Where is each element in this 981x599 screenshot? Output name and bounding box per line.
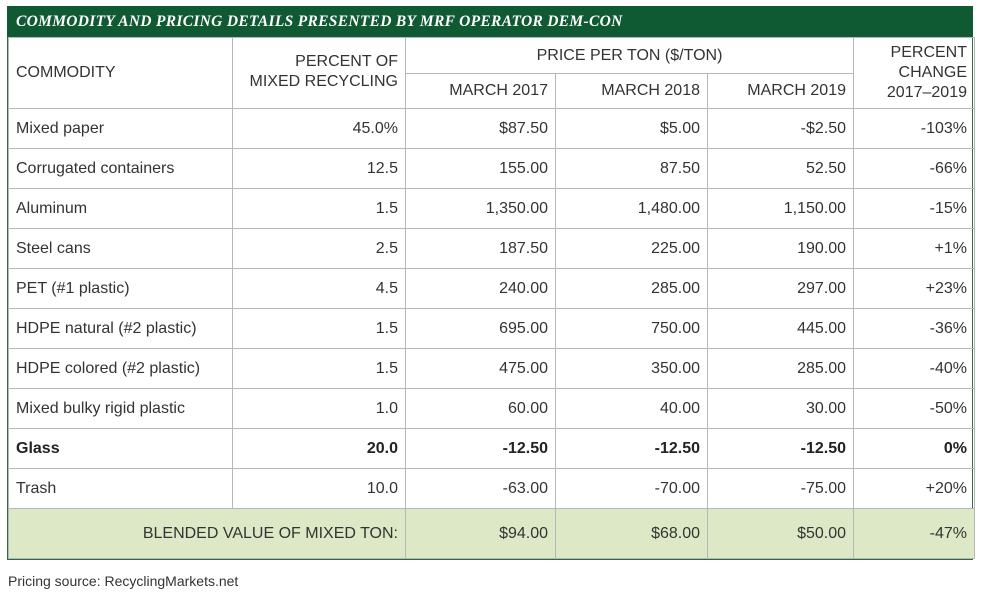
table-row: HDPE colored (#2 plastic) 1.5 475.00 350… [8, 348, 975, 389]
cell-march-2017: 155.00 [405, 148, 556, 189]
cell-commodity: Aluminum [8, 188, 233, 229]
header-percent-mixed-line1: PERCENT OF [295, 53, 398, 70]
cell-change: -40% [853, 348, 975, 389]
cell-change: -66% [853, 148, 975, 189]
table-title: COMMODITY AND PRICING DETAILS PRESENTED … [7, 6, 973, 37]
cell-change: 0% [853, 428, 975, 469]
cell-percent: 10.0 [232, 468, 406, 509]
table-row: PET (#1 plastic) 4.5 240.00 285.00 297.0… [8, 268, 975, 309]
blended-march-2019: $50.00 [707, 508, 854, 559]
header-percent-change: PERCENT CHANGE 2017–2019 [853, 37, 975, 109]
table-row: Mixed bulky rigid plastic 1.0 60.00 40.0… [8, 388, 975, 429]
cell-march-2018: 225.00 [555, 228, 708, 269]
cell-march-2018: -70.00 [555, 468, 708, 509]
table-row: Corrugated containers 12.5 155.00 87.50 … [8, 148, 975, 189]
cell-commodity: HDPE colored (#2 plastic) [8, 348, 233, 389]
cell-march-2017: 187.50 [405, 228, 556, 269]
cell-change: -15% [853, 188, 975, 229]
header-row-2: MARCH 2017 MARCH 2018 MARCH 2019 [9, 73, 975, 109]
cell-march-2017: $87.50 [405, 108, 556, 149]
cell-commodity: Corrugated containers [8, 148, 233, 189]
cell-march-2019: -12.50 [707, 428, 854, 469]
commodity-table-panel: COMMODITY AND PRICING DETAILS PRESENTED … [7, 6, 975, 560]
table-row: Steel cans 2.5 187.50 225.00 190.00 +1% [8, 228, 975, 269]
cell-march-2018: 87.50 [555, 148, 708, 189]
cell-march-2019: 285.00 [707, 348, 854, 389]
cell-march-2019: 190.00 [707, 228, 854, 269]
cell-change: -50% [853, 388, 975, 429]
cell-march-2018: 40.00 [555, 388, 708, 429]
cell-percent: 2.5 [232, 228, 406, 269]
header-march-2019: MARCH 2019 [707, 73, 854, 109]
header-percent-change-line2: CHANGE [898, 64, 967, 81]
cell-percent: 12.5 [232, 148, 406, 189]
cell-change: +23% [853, 268, 975, 309]
cell-percent: 1.5 [232, 188, 406, 229]
blended-value-row: BLENDED VALUE OF MIXED TON: $94.00 $68.0… [8, 508, 975, 559]
cell-percent: 45.0% [232, 108, 406, 149]
blended-change: -47% [853, 508, 975, 559]
pricing-source-note: Pricing source: RecyclingMarkets.net [8, 573, 239, 589]
cell-march-2019: -$2.50 [707, 108, 854, 149]
cell-march-2017: 1,350.00 [405, 188, 556, 229]
header-march-2018: MARCH 2018 [555, 73, 708, 109]
cell-march-2017: -12.50 [405, 428, 556, 469]
header-percent-mixed-line2: MIXED RECYCLING [249, 73, 398, 90]
blended-march-2018: $68.00 [555, 508, 708, 559]
table-wrapper: COMMODITY PERCENT OF MIXED RECYCLING PRI… [7, 37, 975, 560]
cell-march-2019: 52.50 [707, 148, 854, 189]
cell-commodity: Glass [8, 428, 233, 469]
cell-commodity: Mixed bulky rigid plastic [8, 388, 233, 429]
table-row: Aluminum 1.5 1,350.00 1,480.00 1,150.00 … [8, 188, 975, 229]
cell-march-2018: 350.00 [555, 348, 708, 389]
header-percent-change-line1: PERCENT [890, 44, 967, 61]
header-percent-change-line3: 2017–2019 [886, 84, 967, 101]
header-row-1: COMMODITY PERCENT OF MIXED RECYCLING PRI… [8, 37, 975, 109]
cell-march-2019: 297.00 [707, 268, 854, 309]
cell-march-2018: 750.00 [555, 308, 708, 349]
cell-change: +1% [853, 228, 975, 269]
cell-percent: 4.5 [232, 268, 406, 309]
table-row: HDPE natural (#2 plastic) 1.5 695.00 750… [8, 308, 975, 349]
cell-march-2018: $5.00 [555, 108, 708, 149]
header-march-2017: MARCH 2017 [405, 73, 556, 109]
blended-label: BLENDED VALUE OF MIXED TON: [8, 508, 406, 559]
cell-march-2017: 695.00 [405, 308, 556, 349]
cell-march-2017: 60.00 [405, 388, 556, 429]
cell-percent: 20.0 [232, 428, 406, 469]
cell-march-2018: 285.00 [555, 268, 708, 309]
cell-march-2017: -63.00 [405, 468, 556, 509]
blended-march-2017: $94.00 [405, 508, 556, 559]
table-row: Trash 10.0 -63.00 -70.00 -75.00 +20% [8, 468, 975, 509]
table-row: Mixed paper 45.0% $87.50 $5.00 -$2.50 -1… [8, 108, 975, 149]
cell-change: +20% [853, 468, 975, 509]
cell-percent: 1.5 [232, 348, 406, 389]
header-commodity: COMMODITY [8, 37, 233, 109]
cell-march-2019: 1,150.00 [707, 188, 854, 229]
cell-commodity: HDPE natural (#2 plastic) [8, 308, 233, 349]
commodity-pricing-table: COMMODITY PERCENT OF MIXED RECYCLING PRI… [8, 37, 975, 559]
cell-percent: 1.0 [232, 388, 406, 429]
cell-march-2017: 240.00 [405, 268, 556, 309]
header-percent-mixed: PERCENT OF MIXED RECYCLING [232, 37, 406, 109]
table-row-glass: Glass 20.0 -12.50 -12.50 -12.50 0% [8, 428, 975, 469]
header-price-per-ton: PRICE PER TON ($/TON) [405, 37, 854, 74]
cell-commodity: Trash [8, 468, 233, 509]
cell-march-2017: 475.00 [405, 348, 556, 389]
cell-commodity: Steel cans [8, 228, 233, 269]
cell-march-2019: -75.00 [707, 468, 854, 509]
cell-march-2019: 445.00 [707, 308, 854, 349]
cell-percent: 1.5 [232, 308, 406, 349]
cell-change: -36% [853, 308, 975, 349]
cell-change: -103% [853, 108, 975, 149]
cell-commodity: PET (#1 plastic) [8, 268, 233, 309]
cell-march-2019: 30.00 [707, 388, 854, 429]
cell-march-2018: 1,480.00 [555, 188, 708, 229]
cell-commodity: Mixed paper [8, 108, 233, 149]
cell-march-2018: -12.50 [555, 428, 708, 469]
